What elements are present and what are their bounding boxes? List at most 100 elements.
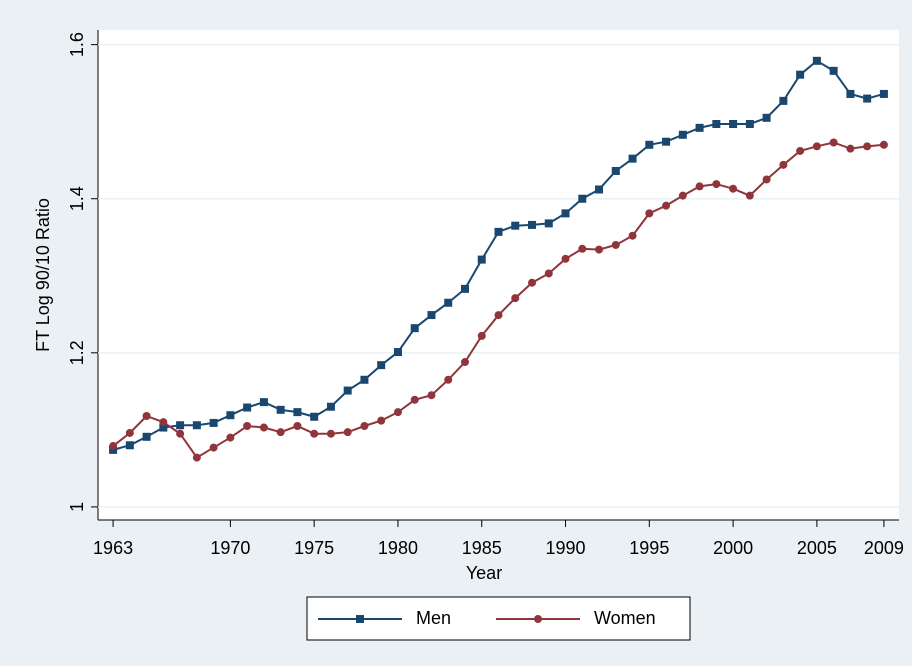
data-point xyxy=(460,358,469,367)
data-point xyxy=(460,284,469,293)
data-point xyxy=(595,245,604,254)
data-point xyxy=(561,254,570,263)
data-point xyxy=(192,421,201,430)
data-point xyxy=(561,209,570,218)
data-point xyxy=(209,418,218,427)
data-point xyxy=(343,386,352,395)
data-point xyxy=(528,278,537,287)
data-point xyxy=(142,432,151,441)
data-point xyxy=(762,113,771,122)
data-point xyxy=(796,146,805,155)
data-point xyxy=(125,441,134,450)
data-point xyxy=(176,429,185,438)
data-point xyxy=(645,140,654,149)
data-point xyxy=(544,269,553,278)
data-point xyxy=(326,402,335,411)
data-point xyxy=(762,175,771,184)
x-tick-label: 1975 xyxy=(294,538,334,558)
data-point xyxy=(427,391,436,400)
data-point xyxy=(611,240,620,249)
data-point xyxy=(360,375,369,384)
data-point xyxy=(276,405,285,414)
data-point xyxy=(578,194,587,203)
data-point xyxy=(678,130,687,139)
data-point xyxy=(645,209,654,218)
data-point xyxy=(611,166,620,175)
data-point xyxy=(293,408,302,417)
data-point xyxy=(544,219,553,228)
data-point xyxy=(176,421,185,430)
data-point xyxy=(779,96,788,105)
x-tick-label: 1985 xyxy=(462,538,502,558)
data-point xyxy=(578,244,587,253)
data-point xyxy=(695,182,704,191)
x-tick-label: 1980 xyxy=(378,538,418,558)
data-point xyxy=(494,311,503,320)
data-point xyxy=(209,443,218,452)
data-point xyxy=(259,423,268,432)
y-tick-label: 1 xyxy=(67,502,87,512)
data-point xyxy=(729,184,738,193)
data-point xyxy=(511,221,520,230)
data-point xyxy=(276,428,285,437)
data-point xyxy=(159,418,168,427)
data-point xyxy=(243,403,252,412)
data-point xyxy=(226,433,235,442)
data-point xyxy=(142,411,151,420)
data-point xyxy=(444,298,453,307)
data-point xyxy=(511,294,520,303)
y-tick-label: 1.2 xyxy=(67,340,87,365)
data-point xyxy=(779,160,788,169)
data-point xyxy=(326,429,335,438)
data-point xyxy=(846,89,855,98)
legend-marker xyxy=(356,615,364,623)
data-point xyxy=(343,428,352,437)
data-point xyxy=(528,220,537,229)
data-point xyxy=(243,422,252,431)
y-tick-label: 1.6 xyxy=(67,32,87,57)
data-point xyxy=(879,140,888,149)
data-point xyxy=(444,375,453,384)
data-point xyxy=(678,191,687,200)
data-point xyxy=(310,412,319,421)
data-point xyxy=(360,422,369,431)
data-point xyxy=(745,119,754,128)
legend-label: Women xyxy=(594,608,656,628)
x-tick-label: 1995 xyxy=(629,538,669,558)
x-tick-label: 2005 xyxy=(797,538,837,558)
data-point xyxy=(662,137,671,146)
data-point xyxy=(595,185,604,194)
data-point xyxy=(879,89,888,98)
data-point xyxy=(377,416,386,425)
data-point xyxy=(159,423,168,432)
data-point xyxy=(109,442,118,451)
data-point xyxy=(410,395,419,404)
data-point xyxy=(745,191,754,200)
y-tick-label: 1.4 xyxy=(67,186,87,211)
x-tick-label: 2000 xyxy=(713,538,753,558)
data-point xyxy=(427,311,436,320)
data-point xyxy=(829,66,838,75)
data-point xyxy=(628,231,637,240)
data-point xyxy=(796,70,805,79)
plot-area xyxy=(98,30,899,520)
data-point xyxy=(393,408,402,417)
x-tick-label: 2009 xyxy=(864,538,904,558)
x-axis-label: Year xyxy=(466,563,502,583)
data-point xyxy=(477,331,486,340)
data-point xyxy=(662,201,671,210)
data-point xyxy=(494,227,503,236)
data-point xyxy=(812,142,821,151)
data-point xyxy=(712,119,721,128)
y-axis-label: FT Log 90/10 Ratio xyxy=(33,198,53,352)
data-point xyxy=(477,255,486,264)
data-point xyxy=(729,119,738,128)
data-point xyxy=(192,453,201,462)
data-point xyxy=(846,144,855,153)
data-point xyxy=(863,94,872,103)
data-point xyxy=(125,428,134,437)
legend-marker xyxy=(534,615,542,623)
data-point xyxy=(695,123,704,132)
x-tick-label: 1990 xyxy=(546,538,586,558)
